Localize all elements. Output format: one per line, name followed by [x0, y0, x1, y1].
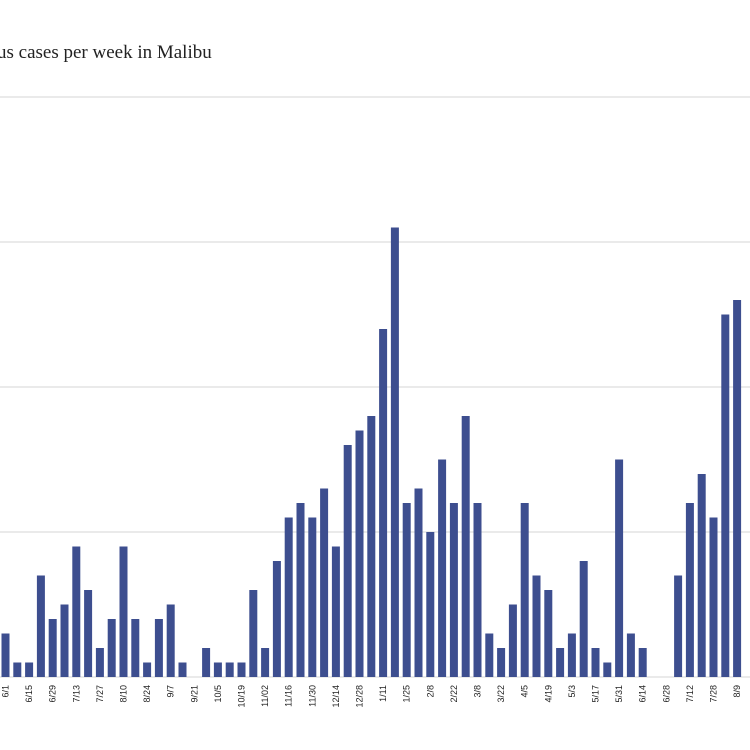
x-tick-label: 6/15: [24, 685, 34, 703]
bar: [733, 300, 742, 677]
x-tick-label: 3/22: [496, 685, 506, 703]
bar: [343, 445, 352, 677]
x-tick-label: 11/02: [260, 685, 270, 707]
x-tick-label: 9/7: [166, 685, 176, 698]
x-tick-label: 2/8: [425, 685, 435, 698]
bar: [567, 633, 576, 677]
x-tick-label: 1/11: [378, 685, 388, 702]
bar: [626, 633, 635, 677]
x-tick-label: 3/8: [473, 685, 483, 698]
x-tick-label: 6/14: [638, 685, 648, 703]
bar: [272, 561, 281, 677]
bar: [131, 619, 140, 677]
bar: [721, 314, 730, 677]
bar: [390, 227, 399, 677]
x-tick-label: 12/28: [355, 685, 365, 708]
bar: [36, 575, 45, 677]
x-tick-label: 4/19: [543, 685, 553, 703]
bar: [438, 459, 447, 677]
bar: [331, 546, 340, 677]
bar: [461, 416, 470, 677]
bar: [166, 604, 175, 677]
x-tick-label: 4/5: [520, 685, 530, 698]
x-tick-label: 9/21: [189, 685, 199, 703]
bar: [107, 619, 116, 677]
bar: [237, 662, 246, 677]
x-tick-label: 5/17: [591, 685, 601, 703]
bar: [178, 662, 187, 677]
bar: [320, 488, 329, 677]
bar: [449, 503, 458, 677]
x-tick-label: 7/27: [95, 685, 105, 703]
x-tick-label: 12/14: [331, 685, 341, 708]
bar: [697, 474, 706, 677]
bar: [674, 575, 683, 677]
bar: [473, 503, 482, 677]
bar: [508, 604, 517, 677]
x-tick-label: 7/12: [685, 685, 695, 703]
bar: [72, 546, 81, 677]
bar: [296, 503, 305, 677]
bar: [84, 590, 93, 677]
bar: [556, 648, 565, 677]
bar: [308, 517, 317, 677]
bar: [225, 662, 234, 677]
bar: [615, 459, 624, 677]
bar: [709, 517, 718, 677]
bar: [13, 662, 22, 677]
x-tick-label: 8/9: [732, 685, 742, 698]
bar: [213, 662, 222, 677]
x-tick-label: 1/25: [402, 685, 412, 703]
bar: [520, 503, 529, 677]
bar: [579, 561, 588, 677]
x-tick-label: 7/13: [71, 685, 81, 703]
x-tick-label: 11/16: [284, 685, 294, 707]
bar: [685, 503, 694, 677]
x-tick-label: 5/3: [567, 685, 577, 698]
x-tick-label: 11/30: [307, 685, 317, 707]
bar: [25, 662, 34, 677]
bar: [367, 416, 376, 677]
bar: [355, 430, 364, 677]
x-tick-label: 10/5: [213, 685, 223, 703]
bar: [119, 546, 128, 677]
bar: [249, 590, 258, 677]
x-tick-label: 10/19: [237, 685, 247, 708]
x-tick-label: 6/29: [48, 685, 58, 703]
bar: [603, 662, 612, 677]
x-tick-label: 2/22: [449, 685, 459, 703]
bar: [532, 575, 541, 677]
x-tick-label: 8/10: [119, 685, 129, 703]
bar: [143, 662, 152, 677]
bar: [1, 633, 10, 677]
bar: [497, 648, 506, 677]
x-tick-label: 7/28: [709, 685, 719, 703]
bar: [154, 619, 163, 677]
bar: [48, 619, 57, 677]
bar: [95, 648, 104, 677]
x-tick-label: 8/24: [142, 685, 152, 703]
bar: [638, 648, 647, 677]
bar: [261, 648, 270, 677]
bar: [591, 648, 600, 677]
chart-title: us cases per week in Malibu: [0, 42, 212, 63]
x-tick-label: 5/31: [614, 685, 624, 703]
bar: [284, 517, 293, 677]
bar: [426, 532, 435, 677]
bar: [60, 604, 69, 677]
bar: [202, 648, 211, 677]
x-tick-label: 6/1: [1, 685, 11, 698]
bar: [402, 503, 411, 677]
bar: [485, 633, 494, 677]
bar: [414, 488, 423, 677]
bar: [379, 329, 388, 677]
bar: [544, 590, 553, 677]
x-tick-label: 6/28: [661, 685, 671, 703]
